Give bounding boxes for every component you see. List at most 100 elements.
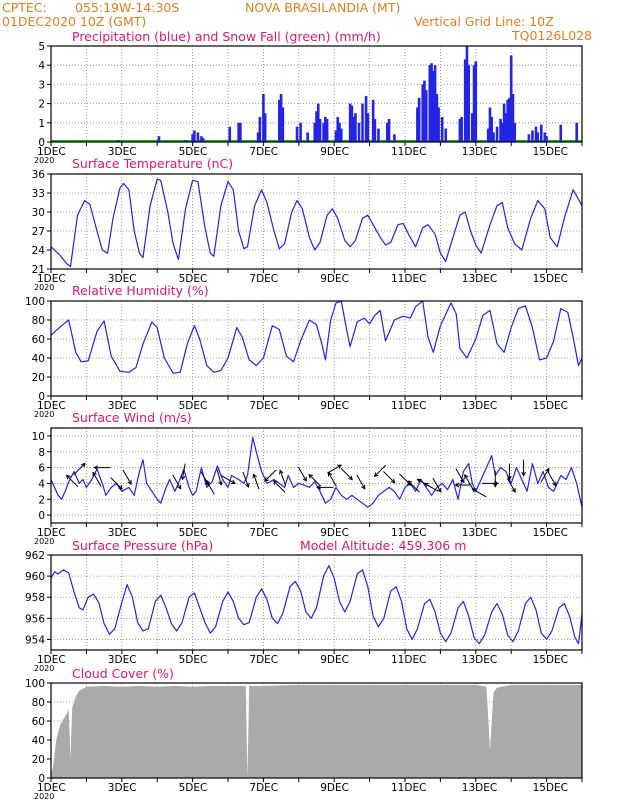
- x-tick-label: 5DEC: [179, 527, 208, 539]
- precip-bar: [474, 61, 478, 142]
- wind-vector: [92, 471, 102, 487]
- precip-bar: [536, 132, 540, 142]
- precip-bar: [299, 122, 302, 142]
- wind-vector-shaft: [340, 467, 353, 480]
- x-year-label: 2020: [34, 410, 54, 419]
- precip-title: Precipitation (blue) and Snow Fall (gree…: [72, 29, 381, 44]
- wind-vector-shaft: [92, 472, 102, 487]
- wind-vector: [506, 477, 516, 493]
- wind-vector-head: [416, 478, 422, 484]
- wind-vector-shaft: [216, 469, 222, 485]
- pressure-line: [50, 564, 583, 645]
- x-tick-label: 9DEC: [320, 782, 349, 794]
- wind-vector-head: [118, 485, 123, 490]
- y-tick-label: 958: [25, 592, 45, 604]
- wind-vector: [423, 482, 439, 492]
- wind-vector: [383, 471, 396, 484]
- x-tick-label: 11DEC: [391, 527, 426, 539]
- precip-bar: [421, 84, 424, 142]
- wind-vector-shaft: [220, 475, 236, 484]
- y-tick-label: 33: [32, 188, 45, 200]
- y-tick-label: 0: [38, 773, 45, 785]
- wind-vector-head: [205, 479, 210, 485]
- wind-vector-head: [460, 478, 465, 484]
- header-coords: 055:19W-14:30S: [75, 0, 179, 15]
- wind-vector: [471, 488, 487, 498]
- x-tick-label: 5DEC: [179, 273, 208, 285]
- precip-bar: [513, 122, 517, 142]
- wind-vector: [205, 479, 215, 495]
- wind-vector-head: [264, 477, 269, 482]
- panel-precip: 0 1 2 3 4 5 1DEC 3DEC 5DEC 7DEC 9DEC 11DEC 13DEC 15DE…: [34, 29, 583, 165]
- panel-frame: [50, 554, 583, 651]
- x-year-label: 2020: [34, 664, 54, 673]
- precip-bar: [338, 122, 341, 142]
- precip-bar: [196, 132, 200, 142]
- precip-bar: [339, 128, 343, 142]
- x-tick-label: 11DEC: [391, 146, 426, 158]
- wind-vector: [220, 475, 236, 484]
- precip-bar: [506, 99, 509, 142]
- wind-vector-shaft: [205, 480, 215, 495]
- precip-bar: [263, 113, 267, 142]
- y-tick-label: 40: [32, 353, 45, 365]
- wind-vector-head: [80, 462, 86, 468]
- precip-bar: [444, 128, 448, 142]
- precip-bar: [316, 103, 320, 142]
- header-grid-note: Vertical Grid Line: 10Z: [414, 14, 554, 29]
- wind-vector-head: [545, 467, 550, 473]
- wind-vector-shaft: [253, 474, 260, 490]
- y-tick-label: 6: [38, 463, 45, 475]
- wind-vector-shaft: [110, 477, 123, 490]
- x-year-label: 2020: [34, 537, 54, 546]
- wind-vector-shaft: [297, 466, 307, 482]
- pressure-title: Surface Pressure (hPa): [72, 538, 213, 553]
- wind-vector-shaft: [424, 482, 439, 492]
- y-tick-label: 0: [38, 510, 45, 522]
- precip-bar: [531, 130, 534, 142]
- wind-vector-head: [423, 482, 429, 488]
- wind-vector-shaft: [407, 480, 420, 493]
- wind-vector: [455, 468, 465, 484]
- precip-bar: [467, 65, 471, 142]
- precip-bar: [488, 107, 492, 142]
- wind-title: Surface Wind (m/s): [72, 410, 192, 425]
- y-tick-label: 10: [32, 431, 45, 443]
- wind-vector: [432, 477, 442, 493]
- x-year-label: 2020: [34, 156, 54, 165]
- x-tick-label: 15DEC: [533, 273, 568, 285]
- wind-vector: [122, 469, 132, 485]
- y-tick-label: 954: [25, 634, 45, 646]
- precip-bar: [157, 136, 161, 142]
- wind-vector-shaft: [374, 464, 387, 477]
- x-tick-label: 15DEC: [533, 527, 568, 539]
- x-tick-label: 3DEC: [108, 654, 137, 666]
- precip-bar: [432, 70, 435, 142]
- x-tick-label: 13DEC: [462, 654, 497, 666]
- wind-vector-head: [552, 481, 557, 487]
- wind-vector: [110, 477, 123, 490]
- x-tick-label: 9DEC: [320, 527, 349, 539]
- precip-bar: [352, 117, 355, 142]
- wind-vector-shaft: [73, 463, 86, 476]
- wind-vector: [540, 467, 550, 483]
- x-tick-label: 9DEC: [320, 146, 349, 158]
- x-tick-label: 3DEC: [108, 527, 137, 539]
- precip-bar: [366, 113, 370, 142]
- wind-vector: [327, 464, 343, 474]
- wind-vector-head: [180, 475, 186, 481]
- x-tick-label: 15DEC: [533, 400, 568, 412]
- precip-bar: [315, 111, 318, 142]
- wind-vector-head: [245, 482, 250, 488]
- precip-bar: [502, 103, 506, 142]
- y-tick-label: 24: [32, 245, 46, 257]
- precip-bar: [281, 107, 285, 142]
- wind-vector: [264, 469, 277, 482]
- precip-bar: [318, 118, 322, 142]
- x-year-label: 2020: [34, 283, 54, 292]
- precip-bar: [511, 94, 515, 142]
- precip-bar: [237, 122, 240, 142]
- precip-bar: [278, 99, 281, 142]
- wind-vector-shaft: [356, 474, 366, 490]
